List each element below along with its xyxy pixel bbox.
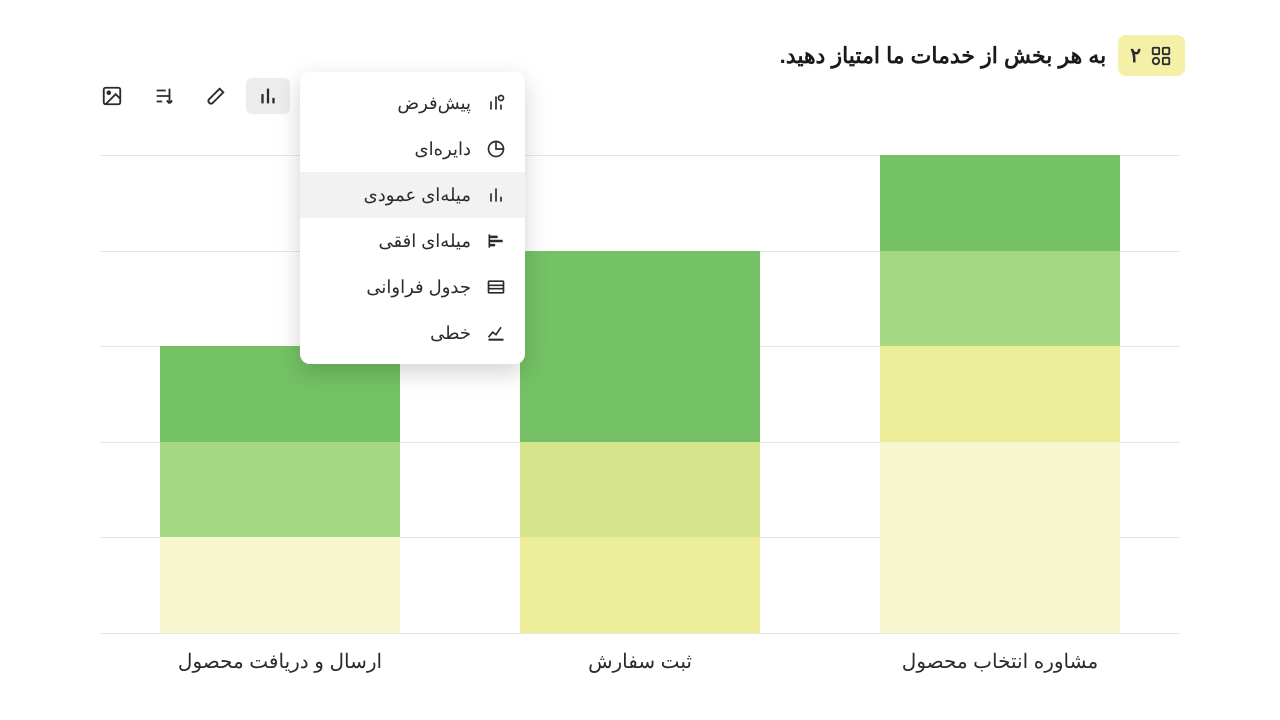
gridline [100,633,1180,634]
bar-segment [520,251,760,442]
bar-group [160,346,400,633]
bar-segment [160,442,400,538]
chart-toolbar [90,78,290,114]
question-number: ۲ [1130,43,1141,68]
pie-icon [485,138,507,160]
dropdown-item-bar-v[interactable]: میله‌ای عمودی [300,172,525,218]
bar-segment [880,442,1120,633]
default-icon [485,92,507,114]
grid-icon [1149,44,1173,68]
table-icon [485,276,507,298]
bar-label: مشاوره انتخاب محصول [880,649,1120,674]
dropdown-item-label: میله‌ای عمودی [364,185,471,206]
dropdown-item-table[interactable]: جدول فراوانی [300,264,525,310]
bar-segment [520,442,760,538]
brush-button[interactable] [194,78,238,114]
bar-v-icon [485,184,507,206]
bar-group [520,251,760,633]
bar-segment [880,155,1120,251]
dropdown-item-label: خطی [430,323,471,344]
bar-segment [520,537,760,633]
bar-segment [880,346,1120,442]
chart-labels: مشاوره انتخاب محصول ثبت سفارش ارسال و دریا… [100,649,1180,674]
dropdown-item-label: میله‌ای افقی [379,231,472,252]
bar-segment [880,251,1120,347]
bar-group [880,155,1120,633]
sort-button[interactable] [142,78,186,114]
chart-type-button[interactable] [246,78,290,114]
dropdown-item-label: جدول فراوانی [366,277,471,298]
line-icon [485,322,507,344]
dropdown-item-bar-h[interactable]: میله‌ای افقی [300,218,525,264]
chart-type-dropdown: پیش‌فرض دایره‌ای میله‌ای عمودی میله‌ای افقی… [300,72,525,364]
bar-label: ارسال و دریافت محصول [160,649,400,674]
bar-label: ثبت سفارش [520,649,760,674]
dropdown-item-default[interactable]: پیش‌فرض [300,80,525,126]
dropdown-item-label: دایره‌ای [415,139,471,160]
dropdown-item-pie[interactable]: دایره‌ای [300,126,525,172]
dropdown-item-label: پیش‌فرض [397,93,471,114]
chart-bars [100,155,1180,633]
image-export-button[interactable] [90,78,134,114]
question-badge: ۲ [1118,35,1185,76]
page-title: به هر بخش از خدمات ما امتیاز دهید. [780,43,1107,69]
dropdown-item-line[interactable]: خطی [300,310,525,356]
chart-area: مشاوره انتخاب محصول ثبت سفارش ارسال و دریا… [100,155,1180,680]
bar-h-icon [485,230,507,252]
bar-segment [160,537,400,633]
